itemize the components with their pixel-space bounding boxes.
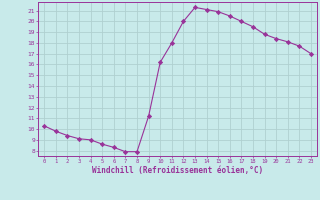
X-axis label: Windchill (Refroidissement éolien,°C): Windchill (Refroidissement éolien,°C)	[92, 166, 263, 175]
